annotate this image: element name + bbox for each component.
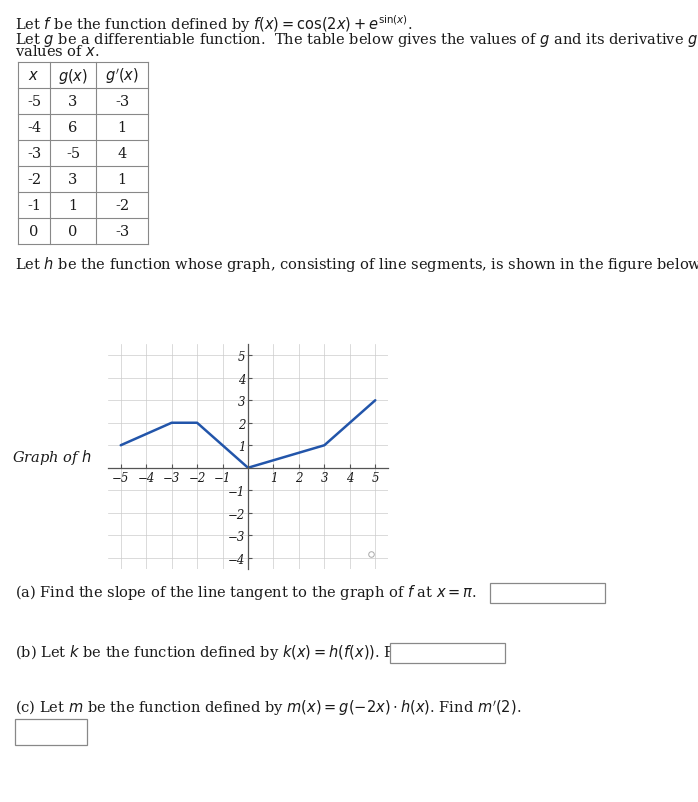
- Text: -4: -4: [27, 121, 41, 135]
- Text: -3: -3: [27, 147, 41, 160]
- Text: $g(x)$: $g(x)$: [58, 67, 88, 85]
- Text: 3: 3: [68, 172, 77, 187]
- Text: Graph of $h$: Graph of $h$: [12, 448, 92, 467]
- Text: -5: -5: [27, 95, 41, 109]
- Text: 1: 1: [117, 121, 126, 135]
- Text: Let $h$ be the function whose graph, consisting of line segments, is shown in th: Let $h$ be the function whose graph, con…: [15, 255, 698, 273]
- Bar: [390, 643, 505, 663]
- Text: 0: 0: [29, 225, 38, 239]
- Bar: [490, 583, 605, 603]
- Text: (a) Find the slope of the line tangent to the graph of $f$ at $x = \pi$.: (a) Find the slope of the line tangent t…: [15, 582, 477, 602]
- Text: -5: -5: [66, 147, 80, 160]
- Text: $g'(x)$: $g'(x)$: [105, 66, 139, 86]
- Text: 0: 0: [68, 225, 77, 239]
- Text: 1: 1: [117, 172, 126, 187]
- Text: -3: -3: [115, 225, 129, 239]
- Text: -3: -3: [115, 95, 129, 109]
- Text: -2: -2: [115, 199, 129, 213]
- Text: Let $g$ be a differentiable function.  The table below gives the values of $g$ a: Let $g$ be a differentiable function. Th…: [15, 30, 698, 50]
- Text: 6: 6: [68, 121, 77, 135]
- Text: (c) Let $m$ be the function defined by $m(x) = g(-2x) \cdot h(x)$. Find $m'(2)$.: (c) Let $m$ be the function defined by $…: [15, 697, 521, 717]
- Text: -1: -1: [27, 199, 41, 213]
- Text: (b) Let $k$ be the function defined by $k(x) = h(f(x))$. Find $k'(\pi)$.: (b) Let $k$ be the function defined by $…: [15, 642, 460, 662]
- Bar: [15, 719, 87, 745]
- Text: 1: 1: [68, 199, 77, 213]
- Text: $x$: $x$: [29, 69, 40, 83]
- Text: values of $x$.: values of $x$.: [15, 44, 100, 59]
- Text: Let $f$ be the function defined by $f(x) = \cos(2x) + e^{\sin(x)}$.: Let $f$ be the function defined by $f(x)…: [15, 13, 413, 34]
- Text: 4: 4: [117, 147, 126, 160]
- Text: 3: 3: [68, 95, 77, 109]
- Text: -2: -2: [27, 172, 41, 187]
